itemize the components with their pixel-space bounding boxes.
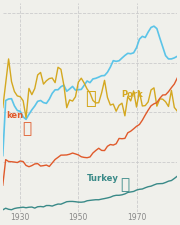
Text: 🦃: 🦃 (120, 177, 129, 192)
Text: ken: ken (6, 111, 23, 120)
Text: 🐔: 🐔 (23, 121, 32, 136)
Text: Pork: Pork (121, 90, 143, 99)
Text: 🐷: 🐷 (85, 90, 95, 108)
Text: Turkey: Turkey (87, 174, 118, 183)
